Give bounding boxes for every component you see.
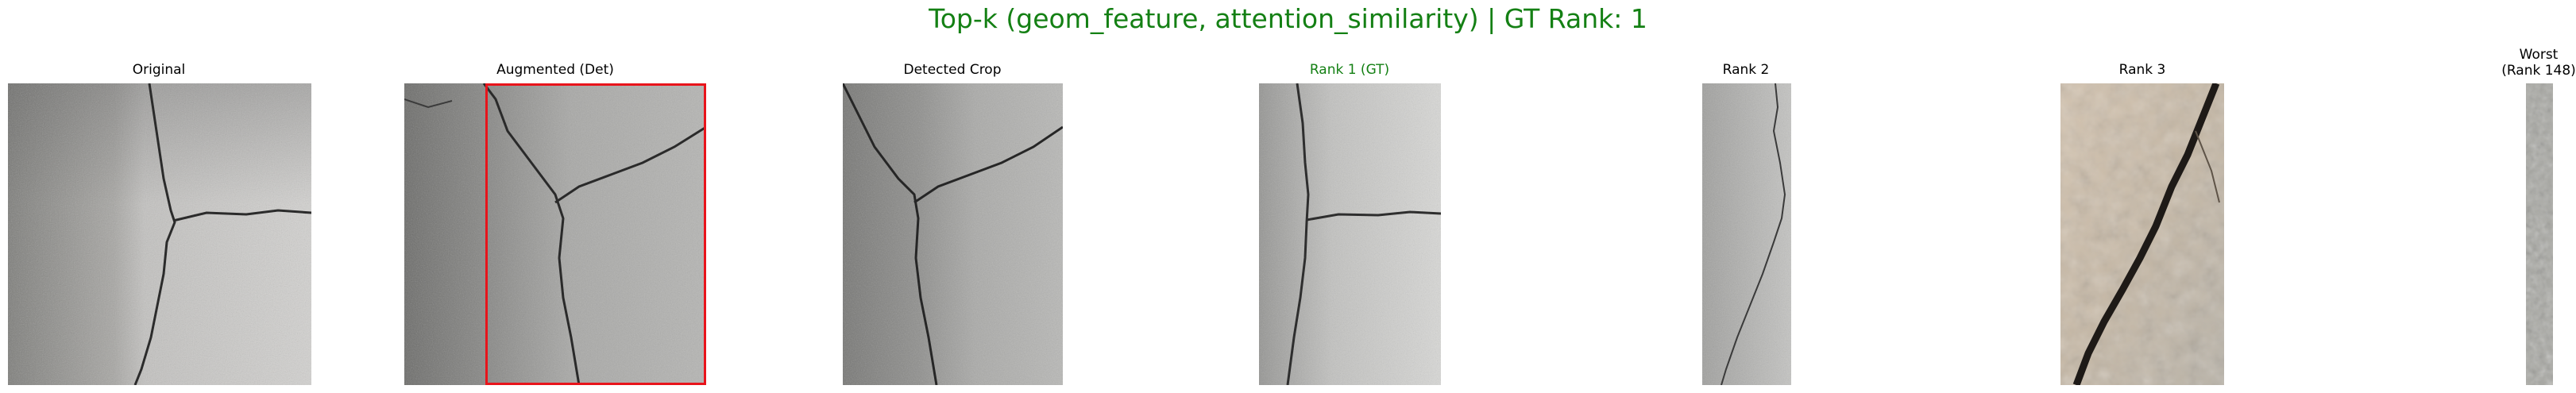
panel-title-augmented: Augmented (Det) [496, 62, 614, 78]
panel-title-detected-crop: Detected Crop [903, 62, 1002, 78]
worst-image [2526, 83, 2553, 385]
rank-2-image [1702, 83, 1791, 385]
panel-title-worst: Worst (Rank 148) [2501, 47, 2576, 79]
original-image [8, 83, 311, 385]
panel-title-rank-3: Rank 3 [2118, 62, 2166, 78]
panel-title-rank-2: Rank 2 [1722, 62, 1770, 78]
figure-title: Top-k (geom_feature, attention_similarit… [929, 3, 1647, 34]
detection-box [485, 83, 706, 385]
rank-1-image [1259, 83, 1441, 385]
augmented-image [404, 83, 706, 385]
detected-crop-image [843, 83, 1063, 385]
panel-title-rank-1: Rank 1 (GT) [1309, 62, 1390, 78]
rank-3-image [2060, 83, 2224, 385]
panel-title-original: Original [132, 62, 186, 78]
